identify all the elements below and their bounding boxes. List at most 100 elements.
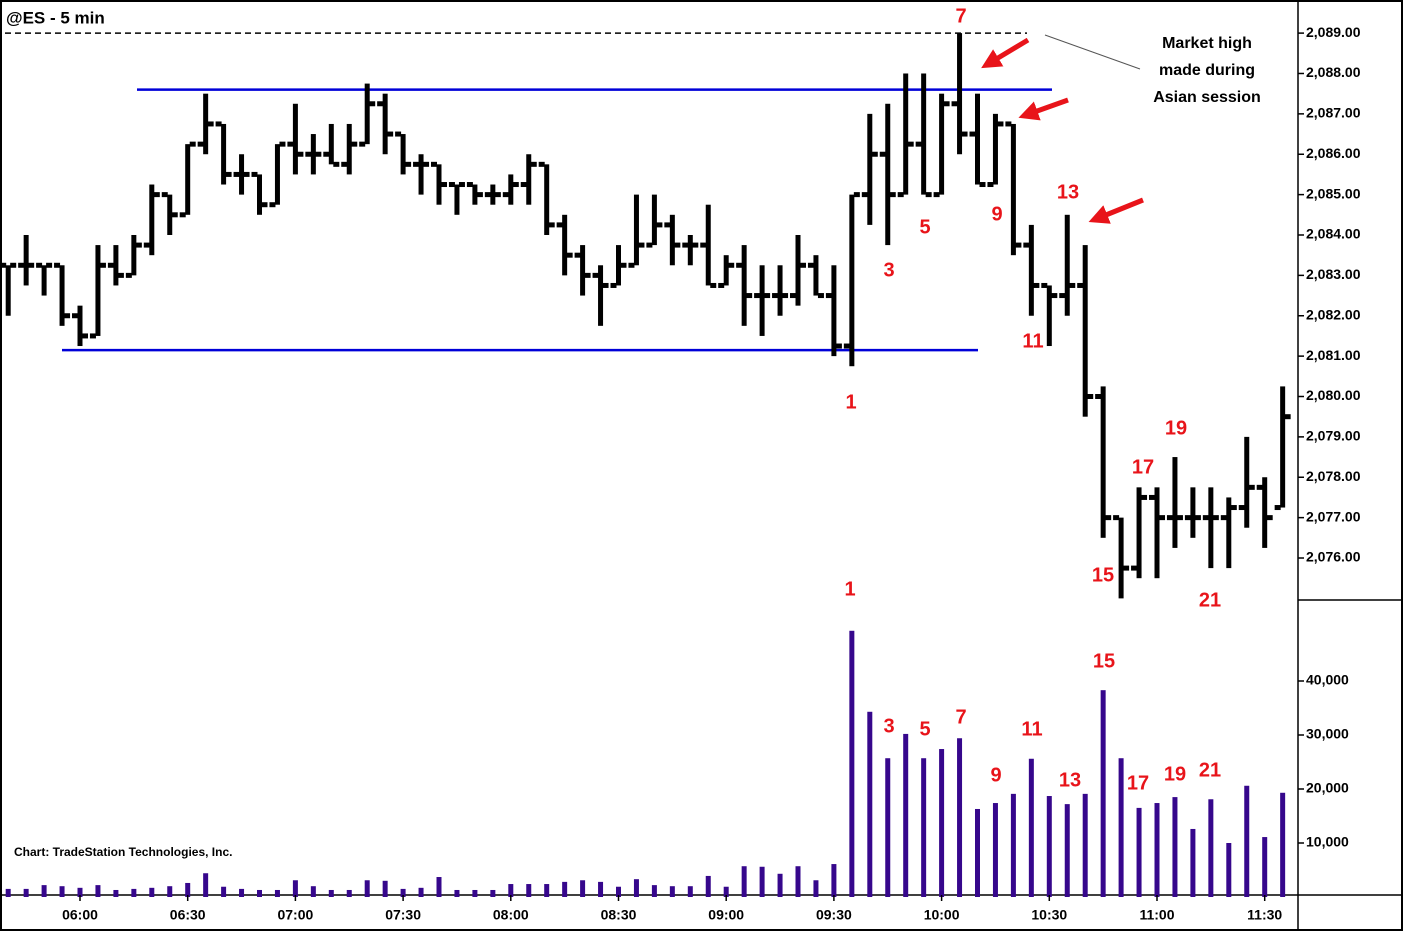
volume-bar bbox=[1154, 803, 1160, 897]
bar-close bbox=[800, 262, 806, 268]
bar-close bbox=[548, 222, 555, 228]
volume-bar bbox=[59, 886, 65, 897]
volume-bar bbox=[328, 889, 334, 897]
bar-open bbox=[431, 161, 437, 167]
bar-range bbox=[867, 113, 873, 225]
volume-bar bbox=[526, 884, 532, 897]
bar-range bbox=[723, 255, 729, 286]
count-label: 5 bbox=[919, 718, 930, 740]
bar-open bbox=[1023, 242, 1030, 248]
credit: Chart: TradeStation Technologies, Inc. bbox=[14, 845, 232, 859]
bar-range bbox=[1262, 477, 1268, 548]
count-label: 13 bbox=[1057, 181, 1079, 203]
bar-range bbox=[921, 73, 927, 195]
x-tick-label: 06:30 bbox=[170, 907, 206, 923]
bar-close bbox=[28, 262, 35, 268]
bar-open bbox=[1220, 515, 1227, 521]
volume-bar bbox=[400, 888, 406, 897]
bar-range bbox=[1100, 386, 1106, 538]
bar-close bbox=[171, 212, 178, 218]
bar-open bbox=[1184, 515, 1191, 521]
x-tick-label: 07:00 bbox=[277, 907, 313, 923]
volume-bar bbox=[364, 880, 370, 897]
bar-open bbox=[287, 141, 294, 147]
count-label: 15 bbox=[1093, 650, 1115, 672]
bar-range bbox=[400, 134, 406, 175]
volume-bar bbox=[705, 875, 711, 897]
bar-range bbox=[526, 154, 532, 205]
volume-bar bbox=[1244, 785, 1250, 897]
bar-open bbox=[1131, 565, 1138, 571]
bar-range bbox=[562, 214, 568, 276]
bar-open bbox=[897, 192, 904, 198]
bar-range bbox=[274, 144, 280, 205]
bar-open bbox=[682, 242, 689, 248]
volume-bar bbox=[418, 887, 424, 897]
bar-close bbox=[961, 131, 968, 137]
bar-close bbox=[1176, 515, 1183, 521]
bar-close bbox=[82, 333, 88, 339]
bar-open bbox=[0, 262, 7, 268]
bar-range bbox=[418, 154, 424, 195]
y-tick-label: 30,000 bbox=[1306, 726, 1349, 742]
volume-bar bbox=[544, 884, 550, 897]
bar-range bbox=[131, 234, 137, 276]
bar-open bbox=[1095, 394, 1102, 400]
bar-close bbox=[423, 161, 430, 167]
count-label: 9 bbox=[990, 764, 1001, 786]
volume-bar bbox=[939, 749, 945, 897]
bar-close bbox=[746, 293, 753, 299]
count-label: 1 bbox=[844, 578, 855, 600]
bar-open bbox=[233, 171, 240, 177]
bar-open bbox=[197, 141, 204, 147]
volume-bar bbox=[1208, 799, 1214, 897]
bar-close bbox=[315, 151, 322, 157]
bar-close bbox=[225, 171, 232, 177]
y-tick-label: 2,081.00 bbox=[1306, 347, 1361, 363]
bar-range bbox=[167, 194, 173, 235]
x-tick-label: 11:30 bbox=[1247, 907, 1282, 923]
bar-open bbox=[323, 151, 330, 157]
volume-bar bbox=[992, 803, 998, 897]
volume-bar bbox=[957, 738, 963, 897]
volume-bar bbox=[1028, 758, 1034, 897]
volume-bar bbox=[867, 711, 873, 897]
volume-bar bbox=[274, 889, 280, 897]
bar-close bbox=[566, 252, 573, 258]
bar-close bbox=[710, 282, 717, 288]
bar-open bbox=[951, 101, 958, 107]
count-label: 15 bbox=[1092, 564, 1114, 586]
arrow bbox=[1088, 197, 1144, 224]
bar-close bbox=[387, 131, 394, 137]
bar-range bbox=[616, 245, 621, 286]
bar-range bbox=[59, 265, 65, 326]
bar-open bbox=[341, 161, 348, 167]
bar-close bbox=[405, 161, 412, 167]
bar-close bbox=[46, 262, 53, 268]
volume-bar bbox=[633, 879, 639, 897]
bar-range bbox=[813, 255, 819, 296]
volume-bar bbox=[185, 882, 191, 897]
bar-range bbox=[705, 204, 711, 286]
note-line: Market high bbox=[1162, 35, 1252, 52]
bar-close bbox=[871, 151, 878, 157]
bar-open bbox=[1166, 515, 1173, 521]
bar-close bbox=[441, 182, 447, 188]
bar-close bbox=[979, 182, 986, 188]
bar-close bbox=[333, 161, 340, 167]
bar-range bbox=[831, 265, 837, 357]
bar-range bbox=[1244, 436, 1250, 528]
bar-close bbox=[135, 242, 142, 248]
volume-bar bbox=[490, 889, 496, 897]
volume-bar bbox=[472, 889, 478, 897]
bar-open bbox=[1041, 282, 1048, 288]
bar-close bbox=[584, 272, 591, 278]
bar-range bbox=[454, 184, 460, 215]
bar-close bbox=[207, 121, 214, 127]
bar-open bbox=[413, 161, 420, 167]
bar-close bbox=[1266, 515, 1273, 521]
bar-range bbox=[687, 234, 693, 266]
y-tick-label: 2,084.00 bbox=[1306, 226, 1361, 242]
bar-range bbox=[23, 234, 29, 286]
bar-close bbox=[1105, 515, 1112, 521]
